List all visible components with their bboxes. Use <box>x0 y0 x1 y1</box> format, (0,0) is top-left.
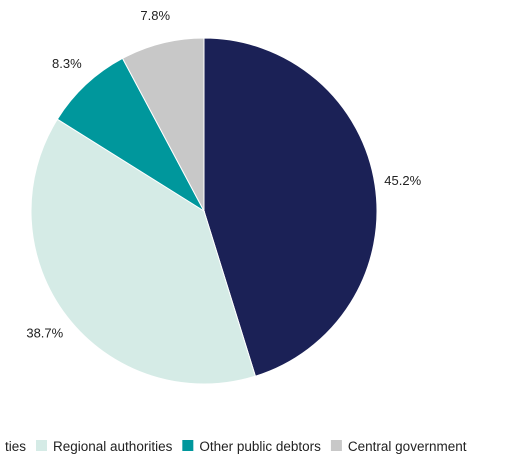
legend-swatch-other-public-debtors <box>182 440 194 451</box>
value-label-central-government: 7.8% <box>140 8 170 23</box>
pie-slice-regional-authorities <box>30 118 257 385</box>
legend-swatch-regional-authorities <box>36 440 47 451</box>
value-label-regional-authorities: 38.7% <box>26 326 63 341</box>
legend-label-central-government: Central government <box>348 439 467 454</box>
legend: ties Regional authorities Other public deb… <box>5 439 467 454</box>
legend-label-other-public-debtors: Other public debtors <box>199 439 321 454</box>
pie-value-labels: 45.2% 38.7% 8.3% 7.8% <box>26 8 421 341</box>
pie-slices <box>30 37 378 385</box>
legend-label-regional-authorities: Regional authorities <box>53 439 173 454</box>
legend-swatch-central-government <box>330 440 342 451</box>
legend-label-local-authorities: ties <box>5 439 26 454</box>
value-label-local-authorities: 45.2% <box>384 173 421 188</box>
value-label-other-public-debtors: 8.3% <box>52 56 82 71</box>
pie-slice-other-public-debtors <box>56 57 206 213</box>
pie-slice-central-government <box>121 37 205 212</box>
pie-slice-local-authorities <box>203 37 378 377</box>
